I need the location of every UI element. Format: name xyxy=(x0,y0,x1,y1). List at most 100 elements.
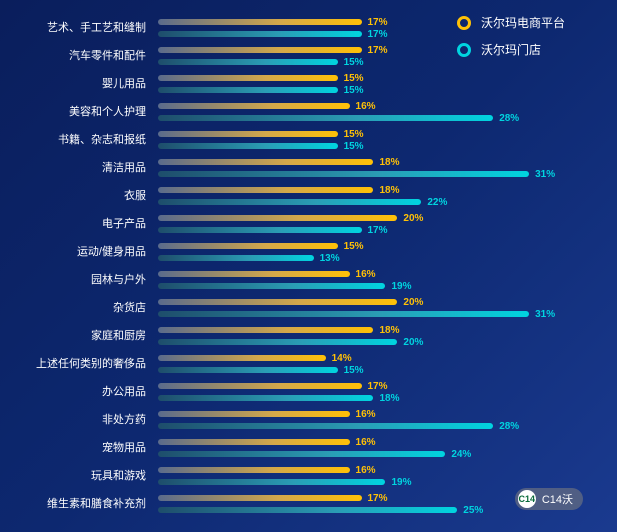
category-label: 宠物用品 xyxy=(0,442,158,454)
bar-group: 15%15% xyxy=(158,72,617,97)
bar-value: 17% xyxy=(368,29,388,40)
bar-wrap: 19% xyxy=(158,477,577,488)
bar-wrap: 20% xyxy=(158,297,577,308)
category-label: 清洁用品 xyxy=(0,162,158,174)
legend-marker-ecommerce xyxy=(457,16,471,30)
bar-group: 18%22% xyxy=(158,184,617,209)
category-label: 运动/健身用品 xyxy=(0,246,158,258)
category-label: 电子产品 xyxy=(0,218,158,230)
bar-value: 17% xyxy=(368,17,388,28)
category-label: 美容和个人护理 xyxy=(0,106,158,118)
table-row: 宠物用品16%24% xyxy=(0,434,617,462)
bar-group: 16% 28% xyxy=(158,408,617,433)
table-row: 上述任何类别的奢侈品14%15% xyxy=(0,350,617,378)
bar-wrap: 28% xyxy=(158,113,577,124)
bar-value: 15% xyxy=(344,85,364,96)
bar-group: 14%15% xyxy=(158,352,617,377)
bar-value: 15% xyxy=(344,73,364,84)
bar-value: 17% xyxy=(368,45,388,56)
table-row: 玩具和游戏16%19% xyxy=(0,462,617,490)
bar-wrap: 20% xyxy=(158,337,577,348)
bar-ecommerce xyxy=(158,411,350,417)
bar-ecommerce xyxy=(158,327,373,333)
bar-ecommerce xyxy=(158,271,350,277)
bar-store xyxy=(158,339,397,345)
bar-value: 14% xyxy=(332,353,352,364)
category-label: 杂货店 xyxy=(0,302,158,314)
source-badge: C14 C14沃 xyxy=(515,488,583,510)
category-label: 维生素和膳食补充剂 xyxy=(0,498,158,510)
category-label: 园林与户外 xyxy=(0,274,158,286)
bar-wrap: 20% xyxy=(158,213,577,224)
bar-store xyxy=(158,283,385,289)
bar-store xyxy=(158,423,493,429)
bar-store xyxy=(158,115,493,121)
legend-item-ecommerce: 沃尔玛电商平台 xyxy=(457,14,565,31)
category-label: 玩具和游戏 xyxy=(0,470,158,482)
bar-value: 15% xyxy=(344,241,364,252)
bar-value: 18% xyxy=(379,325,399,336)
category-label: 办公用品 xyxy=(0,386,158,398)
bar-group: 20%31% xyxy=(158,296,617,321)
table-row: 家庭和厨房18%20% xyxy=(0,322,617,350)
bar-ecommerce xyxy=(158,187,373,193)
table-row: 办公用品 17%18% xyxy=(0,378,617,406)
bar-value: 19% xyxy=(391,477,411,488)
bar-store xyxy=(158,479,385,485)
chart-container: 沃尔玛电商平台 沃尔玛门店 艺术、手工艺和缝制17%17%汽车零件和配件17%1… xyxy=(0,0,617,532)
bar-wrap: 14% xyxy=(158,353,577,364)
bar-wrap: 18% xyxy=(158,157,577,168)
bar-group: 16%28% xyxy=(158,100,617,125)
table-row: 非处方药16%28% xyxy=(0,406,617,434)
bar-group: 15%15% xyxy=(158,128,617,153)
bar-wrap: 16% xyxy=(158,269,577,280)
bar-ecommerce xyxy=(158,243,338,249)
bar-wrap: 18% xyxy=(158,185,577,196)
bar-ecommerce xyxy=(158,439,350,445)
bar-value: 20% xyxy=(403,297,423,308)
bar-store xyxy=(158,451,445,457)
bar-value: 16% xyxy=(356,437,376,448)
bar-store xyxy=(158,199,421,205)
bar-ecommerce xyxy=(158,103,350,109)
bar-wrap: 15% xyxy=(158,129,577,140)
bar-wrap: 15% xyxy=(158,241,577,252)
bar-value: 15% xyxy=(344,57,364,68)
bar-ecommerce xyxy=(158,131,338,137)
bar-group: 16%24% xyxy=(158,436,617,461)
bar-wrap: 18% xyxy=(158,325,577,336)
bar-value: 28% xyxy=(499,421,519,432)
legend-item-store: 沃尔玛门店 xyxy=(457,41,565,58)
bar-value: 18% xyxy=(379,157,399,168)
bar-group: 16%19% xyxy=(158,464,617,489)
bar-store xyxy=(158,87,338,93)
category-label: 汽车零件和配件 xyxy=(0,50,158,62)
wechat-icon: C14 xyxy=(518,490,536,508)
bar-wrap: 16% xyxy=(158,465,577,476)
bar-wrap: 13% xyxy=(158,253,577,264)
bar-wrap: 24% xyxy=(158,449,577,460)
category-label: 婴儿用品 xyxy=(0,78,158,90)
bar-store xyxy=(158,255,314,261)
bar-ecommerce xyxy=(158,47,362,53)
legend: 沃尔玛电商平台 沃尔玛门店 xyxy=(457,14,565,68)
bar-wrap: 31% xyxy=(158,309,577,320)
bar-wrap: 15% xyxy=(158,365,577,376)
bar-store xyxy=(158,31,362,37)
legend-label-ecommerce: 沃尔玛电商平台 xyxy=(481,14,565,31)
bar-wrap: 15% xyxy=(158,73,577,84)
bar-wrap: 18% xyxy=(158,393,577,404)
bar-value: 17% xyxy=(368,381,388,392)
bar-value: 25% xyxy=(463,505,483,516)
bar-group: 18%20% xyxy=(158,324,617,349)
legend-marker-store xyxy=(457,43,471,57)
bar-value: 18% xyxy=(379,185,399,196)
table-row: 杂货店20%31% xyxy=(0,294,617,322)
table-row: 运动/健身用品 15%13% xyxy=(0,238,617,266)
bar-ecommerce xyxy=(158,75,338,81)
bar-store xyxy=(158,143,338,149)
table-row: 衣服18%22% xyxy=(0,182,617,210)
bar-value: 16% xyxy=(356,409,376,420)
category-label: 书籍、杂志和报纸 xyxy=(0,134,158,146)
bar-wrap: 16% xyxy=(158,437,577,448)
